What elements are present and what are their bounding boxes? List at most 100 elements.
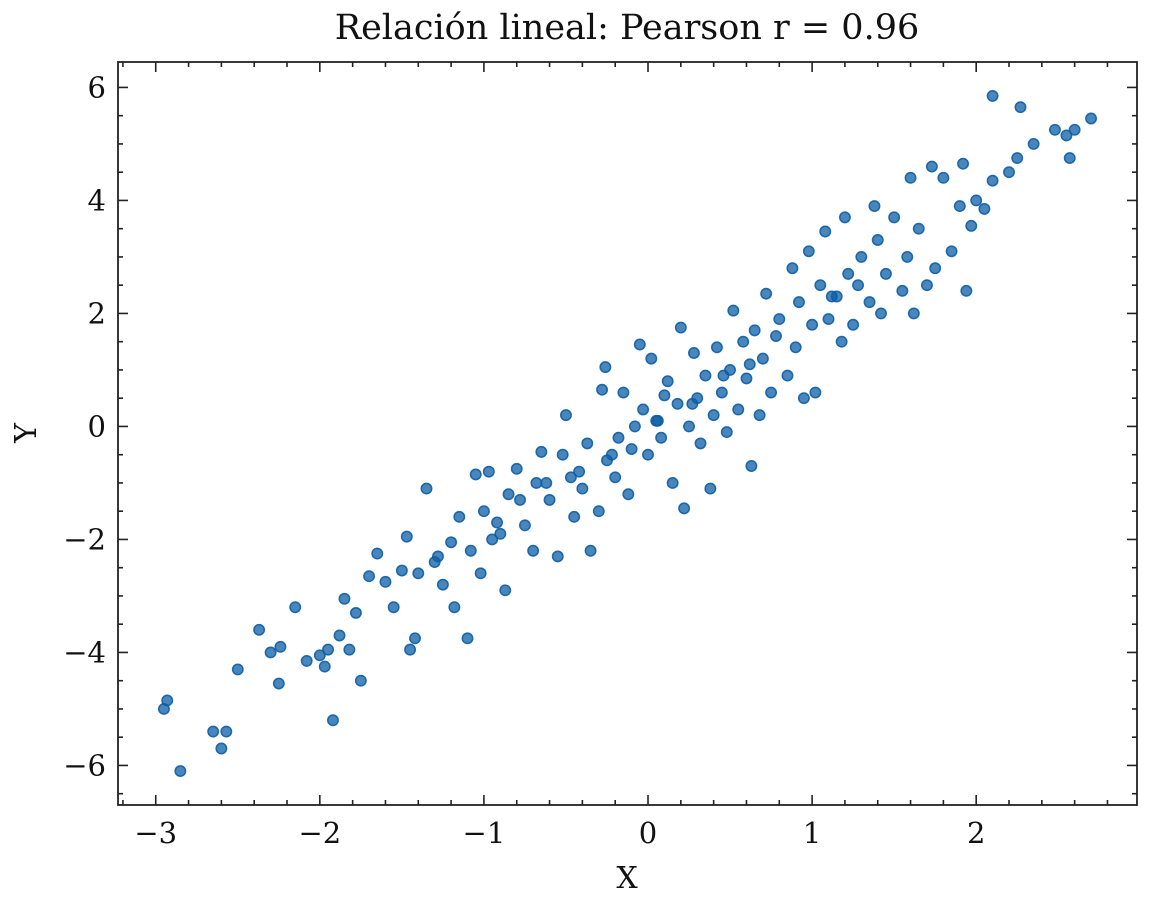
point bbox=[825, 290, 838, 303]
point bbox=[661, 375, 674, 388]
point bbox=[486, 533, 499, 546]
point bbox=[436, 578, 449, 591]
point bbox=[770, 330, 782, 342]
point bbox=[802, 245, 815, 258]
point bbox=[333, 629, 346, 642]
point bbox=[576, 482, 589, 495]
point bbox=[756, 352, 769, 365]
point bbox=[978, 202, 991, 215]
point bbox=[543, 493, 556, 506]
point bbox=[789, 341, 802, 354]
point bbox=[371, 547, 384, 560]
point bbox=[957, 157, 970, 170]
point bbox=[560, 409, 572, 422]
point bbox=[781, 369, 794, 382]
point bbox=[904, 171, 917, 184]
point bbox=[596, 383, 609, 396]
point bbox=[710, 341, 723, 354]
point bbox=[727, 304, 740, 317]
point bbox=[564, 471, 577, 484]
point bbox=[666, 476, 679, 489]
point bbox=[929, 262, 942, 275]
point bbox=[707, 409, 720, 422]
point bbox=[617, 386, 630, 399]
point bbox=[1003, 166, 1015, 179]
point bbox=[871, 234, 884, 246]
point bbox=[717, 369, 730, 382]
point bbox=[743, 358, 756, 371]
point bbox=[699, 369, 712, 382]
point bbox=[387, 601, 400, 614]
point bbox=[605, 448, 618, 461]
point bbox=[797, 392, 810, 405]
point bbox=[760, 287, 773, 300]
point bbox=[318, 660, 331, 673]
point bbox=[921, 279, 933, 292]
point bbox=[400, 530, 413, 543]
point bbox=[896, 284, 909, 297]
point bbox=[530, 476, 543, 489]
point bbox=[514, 493, 526, 506]
point bbox=[773, 313, 786, 326]
point bbox=[527, 544, 540, 557]
point bbox=[986, 89, 999, 102]
point bbox=[474, 567, 487, 580]
point bbox=[683, 420, 695, 433]
point bbox=[1011, 152, 1024, 165]
point bbox=[461, 632, 474, 645]
point bbox=[835, 335, 848, 348]
point bbox=[264, 646, 277, 659]
point bbox=[322, 643, 334, 656]
point bbox=[960, 284, 973, 297]
point bbox=[1014, 101, 1027, 114]
point bbox=[343, 643, 356, 656]
point bbox=[502, 488, 515, 501]
y-tick-label: −6 bbox=[63, 748, 106, 782]
point bbox=[642, 448, 654, 461]
point bbox=[432, 550, 444, 563]
point bbox=[806, 318, 819, 331]
point bbox=[453, 510, 466, 523]
point bbox=[327, 714, 339, 727]
point bbox=[482, 465, 495, 478]
point bbox=[313, 649, 326, 662]
point bbox=[510, 462, 523, 475]
point bbox=[540, 476, 553, 489]
y-axis-label: Y bbox=[9, 422, 44, 444]
point bbox=[965, 219, 978, 232]
point bbox=[494, 527, 507, 540]
point bbox=[272, 677, 285, 690]
point bbox=[740, 372, 753, 385]
point bbox=[395, 564, 408, 577]
point bbox=[300, 654, 313, 667]
point bbox=[556, 448, 569, 461]
point bbox=[1049, 123, 1061, 136]
y-tick-label: 4 bbox=[88, 183, 106, 217]
point bbox=[551, 550, 564, 563]
point bbox=[732, 403, 745, 416]
point bbox=[1027, 137, 1040, 150]
point bbox=[354, 674, 367, 687]
point bbox=[720, 426, 733, 439]
point bbox=[901, 250, 914, 263]
point bbox=[445, 536, 458, 549]
point bbox=[518, 519, 531, 532]
point bbox=[215, 742, 228, 755]
point bbox=[207, 725, 220, 738]
point bbox=[907, 307, 920, 320]
point bbox=[625, 443, 638, 455]
point bbox=[491, 516, 503, 529]
point bbox=[612, 431, 625, 444]
point bbox=[651, 414, 664, 427]
point bbox=[349, 606, 362, 619]
point bbox=[686, 397, 699, 410]
point bbox=[838, 211, 851, 224]
point bbox=[231, 663, 244, 676]
y-tick-label: −2 bbox=[63, 522, 106, 556]
point bbox=[671, 397, 684, 410]
point bbox=[678, 502, 691, 515]
point bbox=[715, 386, 728, 399]
point bbox=[409, 632, 421, 645]
point bbox=[868, 200, 881, 213]
point bbox=[863, 296, 876, 309]
